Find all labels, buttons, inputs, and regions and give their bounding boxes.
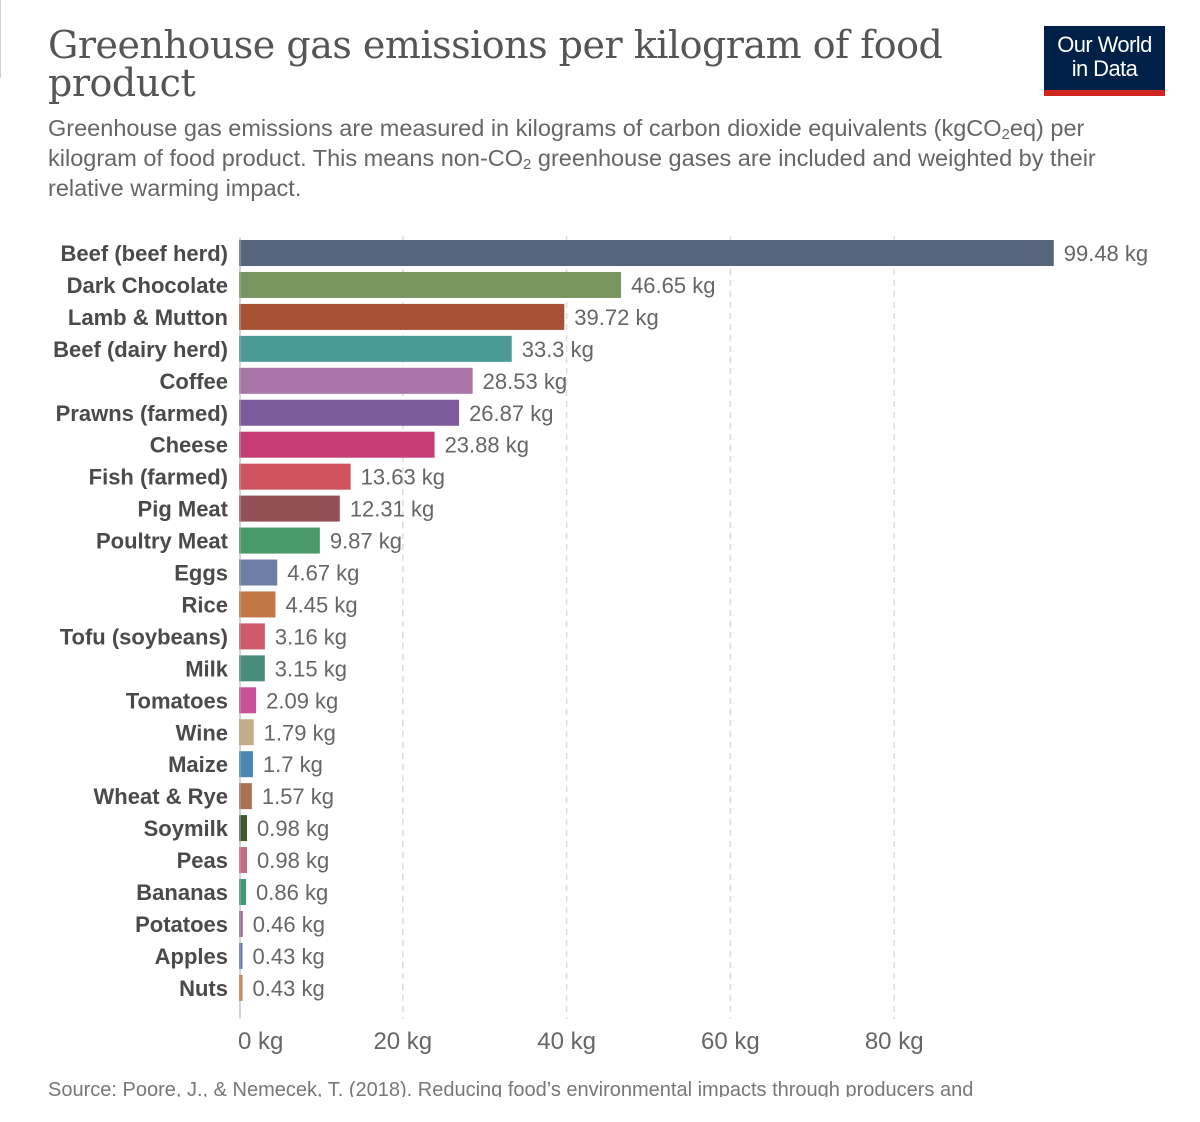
x-tick-label-80: 80 kg	[865, 1028, 924, 1055]
category-label-20: Peas	[177, 848, 228, 873]
category-label-2: Dark Chocolate	[67, 273, 228, 298]
bar-2[interactable]	[239, 271, 622, 298]
category-label-3: Lamb & Mutton	[68, 305, 228, 330]
bar-22[interactable]	[239, 910, 243, 937]
value-label-21: 0.86 kg	[256, 880, 328, 905]
bar-18[interactable]	[239, 783, 252, 810]
bar-17[interactable]	[239, 751, 253, 778]
subtitle-part-2: eq) per kilogram of food product. This m…	[48, 115, 1085, 171]
bar-3[interactable]	[239, 303, 565, 330]
category-label-21: Bananas	[136, 880, 228, 905]
chart-title: Greenhouse gas emissions per kilogram of…	[48, 23, 943, 105]
value-label-6: 26.87 kg	[469, 401, 553, 426]
value-label-8: 13.63 kg	[361, 465, 445, 490]
category-label-6: Prawns (farmed)	[56, 401, 228, 426]
value-label-3: 39.72 kg	[574, 305, 658, 330]
category-label-17: Maize	[168, 752, 228, 777]
category-label-4: Beef (dairy herd)	[53, 337, 228, 362]
category-label-9: Pig Meat	[138, 497, 229, 522]
x-tick-label-40: 40 kg	[537, 1028, 596, 1055]
category-label-18: Wheat & Rye	[94, 784, 228, 809]
value-label-2: 46.65 kg	[631, 273, 715, 298]
bar-16[interactable]	[239, 719, 254, 746]
logo-line-2: in Data	[1071, 56, 1138, 81]
category-label-5: Coffee	[160, 369, 228, 394]
value-label-22: 0.46 kg	[253, 912, 325, 937]
value-label-13: 3.16 kg	[275, 624, 347, 649]
logo-line-1: Our World	[1057, 32, 1152, 57]
value-label-9: 12.31 kg	[350, 497, 434, 522]
value-label-23: 0.43 kg	[253, 944, 325, 969]
x-tick-label-0: 0 kg	[238, 1028, 283, 1055]
bar-10[interactable]	[239, 527, 320, 554]
category-label-12: Rice	[182, 592, 228, 617]
subtitle-part-3: greenhouse gases are included and weight…	[48, 145, 1096, 201]
value-label-11: 4.67 kg	[287, 561, 359, 586]
chart-subtitle: Greenhouse gas emissions are measured in…	[48, 113, 1128, 203]
category-label-19: Soymilk	[144, 816, 229, 841]
category-label-23: Apples	[155, 944, 228, 969]
value-label-17: 1.7 kg	[263, 752, 323, 777]
value-label-1: 99.48 kg	[1064, 241, 1148, 266]
subtitle-subscript-2: 2	[523, 156, 532, 173]
category-label-8: Fish (farmed)	[89, 465, 228, 490]
category-label-11: Eggs	[174, 561, 228, 586]
value-label-18: 1.57 kg	[262, 784, 334, 809]
bar-8[interactable]	[239, 463, 351, 490]
category-label-1: Beef (beef herd)	[61, 241, 228, 266]
bar-5[interactable]	[239, 367, 473, 394]
value-label-4: 33.3 kg	[522, 337, 594, 362]
value-label-7: 23.88 kg	[445, 433, 529, 458]
value-label-12: 4.45 kg	[285, 592, 357, 617]
category-label-22: Potatoes	[135, 912, 228, 937]
subtitle-part-1: Greenhouse gas emissions are measured in…	[48, 115, 1002, 141]
bar-23[interactable]	[239, 942, 243, 969]
value-label-14: 3.15 kg	[275, 656, 347, 681]
category-label-15: Tomatoes	[126, 688, 228, 713]
category-label-7: Cheese	[150, 433, 228, 458]
bar-14[interactable]	[239, 655, 265, 682]
value-label-15: 2.09 kg	[266, 688, 338, 713]
bar-20[interactable]	[239, 847, 248, 874]
x-tick-label-20: 20 kg	[373, 1028, 432, 1055]
owid-logo[interactable]: Our World in Data	[1044, 26, 1165, 96]
bar-chart: Beef (beef herd) 99.48 kg Dark Chocolate 46…	[53, 236, 1148, 1055]
bar-4[interactable]	[239, 335, 512, 362]
category-label-13: Tofu (soybeans)	[60, 624, 228, 649]
bar-9[interactable]	[239, 495, 340, 522]
category-label-14: Milk	[185, 656, 229, 681]
category-label-16: Wine	[176, 720, 228, 745]
bar-19[interactable]	[239, 815, 248, 842]
category-label-10: Poultry Meat	[96, 529, 229, 554]
bar-11[interactable]	[239, 559, 278, 586]
value-label-20: 0.98 kg	[257, 848, 329, 873]
value-label-10: 9.87 kg	[330, 529, 402, 554]
value-label-5: 28.53 kg	[483, 369, 567, 394]
bar-6[interactable]	[239, 399, 460, 426]
bar-15[interactable]	[239, 687, 257, 714]
category-label-24: Nuts	[179, 976, 228, 1001]
bar-1[interactable]	[239, 240, 1054, 266]
bar-24[interactable]	[239, 974, 243, 1001]
value-label-24: 0.43 kg	[253, 976, 325, 1001]
source-note[interactable]: Source: Poore, J., & Nemecek, T. (2018).…	[48, 1079, 974, 1097]
subtitle-subscript-1: 2	[1001, 126, 1010, 143]
x-tick-label-60: 60 kg	[701, 1028, 760, 1055]
page-edge-rule	[0, 0, 1, 78]
value-label-16: 1.79 kg	[264, 720, 336, 745]
value-label-19: 0.98 kg	[257, 816, 329, 841]
bar-13[interactable]	[239, 623, 265, 650]
bar-21[interactable]	[239, 879, 247, 905]
bar-12[interactable]	[239, 591, 276, 618]
bar-7[interactable]	[239, 431, 435, 458]
